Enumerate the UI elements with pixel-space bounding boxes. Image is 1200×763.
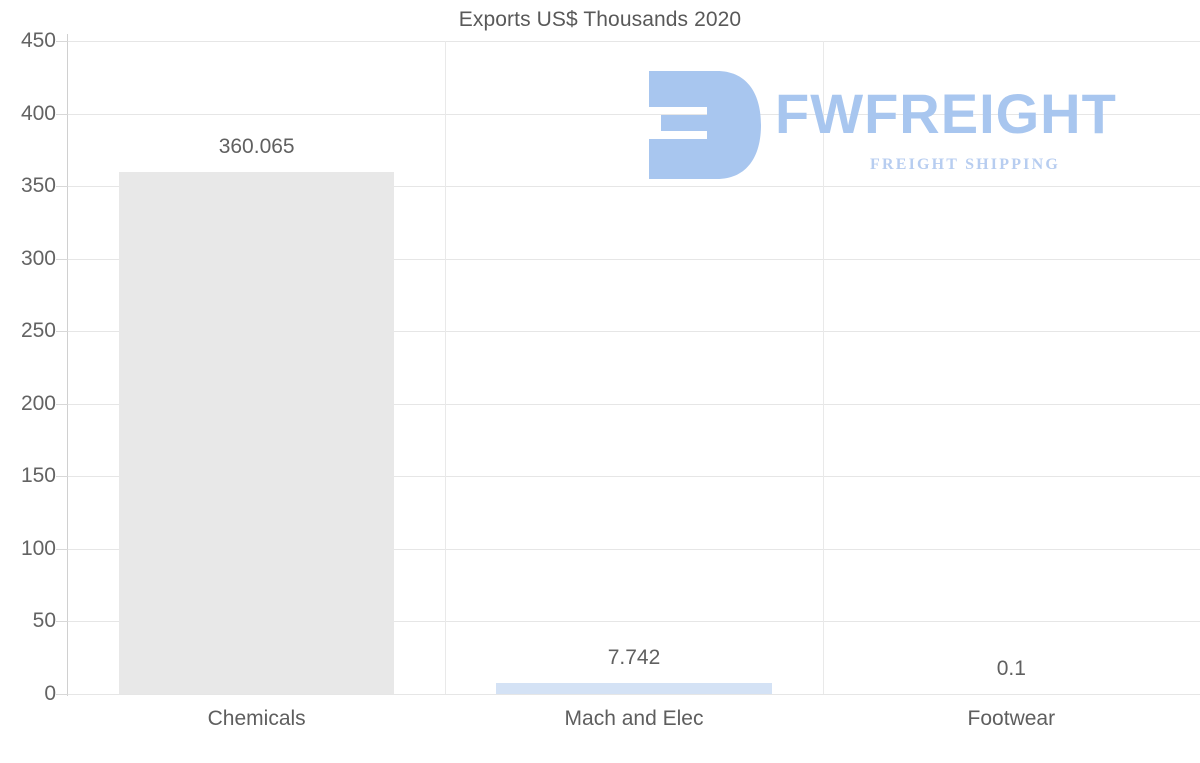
x-axis-tick-label: Footwear [967,707,1056,730]
y-axis-tick [56,694,68,695]
bar-value-label: 0.1 [996,656,1026,680]
y-axis-tick-label: 50 [32,609,56,633]
gridline-horizontal [68,331,1200,333]
y-axis-tick [56,331,68,333]
y-axis-tick-labels: 0 50 100 150 200 250 300 350 400 450 [0,29,56,705]
y-axis-tick [56,186,68,188]
y-axis-tick [56,621,68,623]
y-axis-tick-label: 400 [20,101,56,125]
gridline-horizontal [68,548,1200,550]
chart-title: Exports US$ Thousands 2020 [458,8,742,31]
y-axis-tick-label: 100 [20,536,56,560]
y-axis-tick-label: 350 [20,174,56,198]
y-axis-line [67,34,68,696]
gridline-horizontal [68,186,1200,188]
bar-value-label: 360.065 [218,134,295,158]
y-axis-tick-label: 200 [20,391,56,415]
y-axis-tick-label: 300 [20,246,56,270]
bar[interactable] [118,171,395,694]
gridline-vertical [445,41,446,694]
y-axis-tick [56,258,68,260]
y-axis-tick [56,476,68,478]
plot-area: 360.065 7.742 0.1 [56,41,1200,695]
gridline-horizontal [68,694,1200,695]
y-axis-tick [56,41,68,42]
gridline-horizontal [68,41,1200,42]
y-axis-tick [56,113,68,115]
x-axis-tick-label: Chemicals [207,707,306,730]
gridline-horizontal [68,258,1200,260]
bar-value-label: 7.742 [607,645,661,669]
x-axis-tick-label: Mach and Elec [564,707,704,730]
y-axis-tick-label: 250 [20,319,56,343]
gridline-horizontal [68,621,1200,623]
gridline-horizontal [68,113,1200,115]
gridline-horizontal [68,403,1200,405]
gridline-horizontal [68,476,1200,478]
y-axis-tick-label: 450 [20,29,56,52]
y-axis-tick-label: 0 [44,682,56,705]
bar[interactable] [496,682,772,694]
gridline-vertical [823,41,824,694]
y-axis-tick [56,403,68,405]
y-axis-tick [56,548,68,550]
y-axis-tick-label: 150 [20,464,56,488]
